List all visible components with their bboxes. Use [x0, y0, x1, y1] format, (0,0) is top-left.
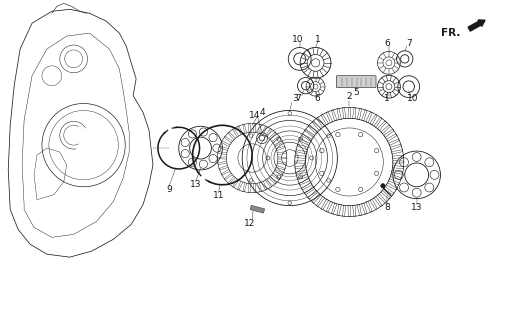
Text: 9: 9	[166, 185, 172, 194]
Text: 6: 6	[384, 38, 390, 48]
Text: 8: 8	[384, 203, 390, 212]
Text: 2: 2	[346, 92, 352, 101]
Text: 1: 1	[384, 94, 390, 103]
Circle shape	[381, 184, 385, 188]
Text: 14: 14	[249, 111, 261, 120]
Text: 1: 1	[315, 35, 321, 44]
Text: 10: 10	[292, 35, 304, 44]
Bar	[250, 205, 264, 213]
Text: 5: 5	[353, 88, 359, 97]
Text: 7: 7	[295, 94, 300, 103]
FancyBboxPatch shape	[336, 76, 376, 88]
Text: 11: 11	[213, 191, 224, 200]
Text: 6: 6	[315, 94, 321, 103]
Text: FR.: FR.	[441, 28, 460, 38]
Text: 3: 3	[292, 94, 298, 103]
Text: 13: 13	[190, 180, 202, 189]
Text: 10: 10	[407, 94, 418, 103]
Text: 7: 7	[406, 38, 412, 48]
Text: 12: 12	[244, 219, 256, 228]
Text: 13: 13	[411, 203, 423, 212]
Text: 4: 4	[259, 108, 265, 117]
FancyArrow shape	[468, 20, 485, 31]
